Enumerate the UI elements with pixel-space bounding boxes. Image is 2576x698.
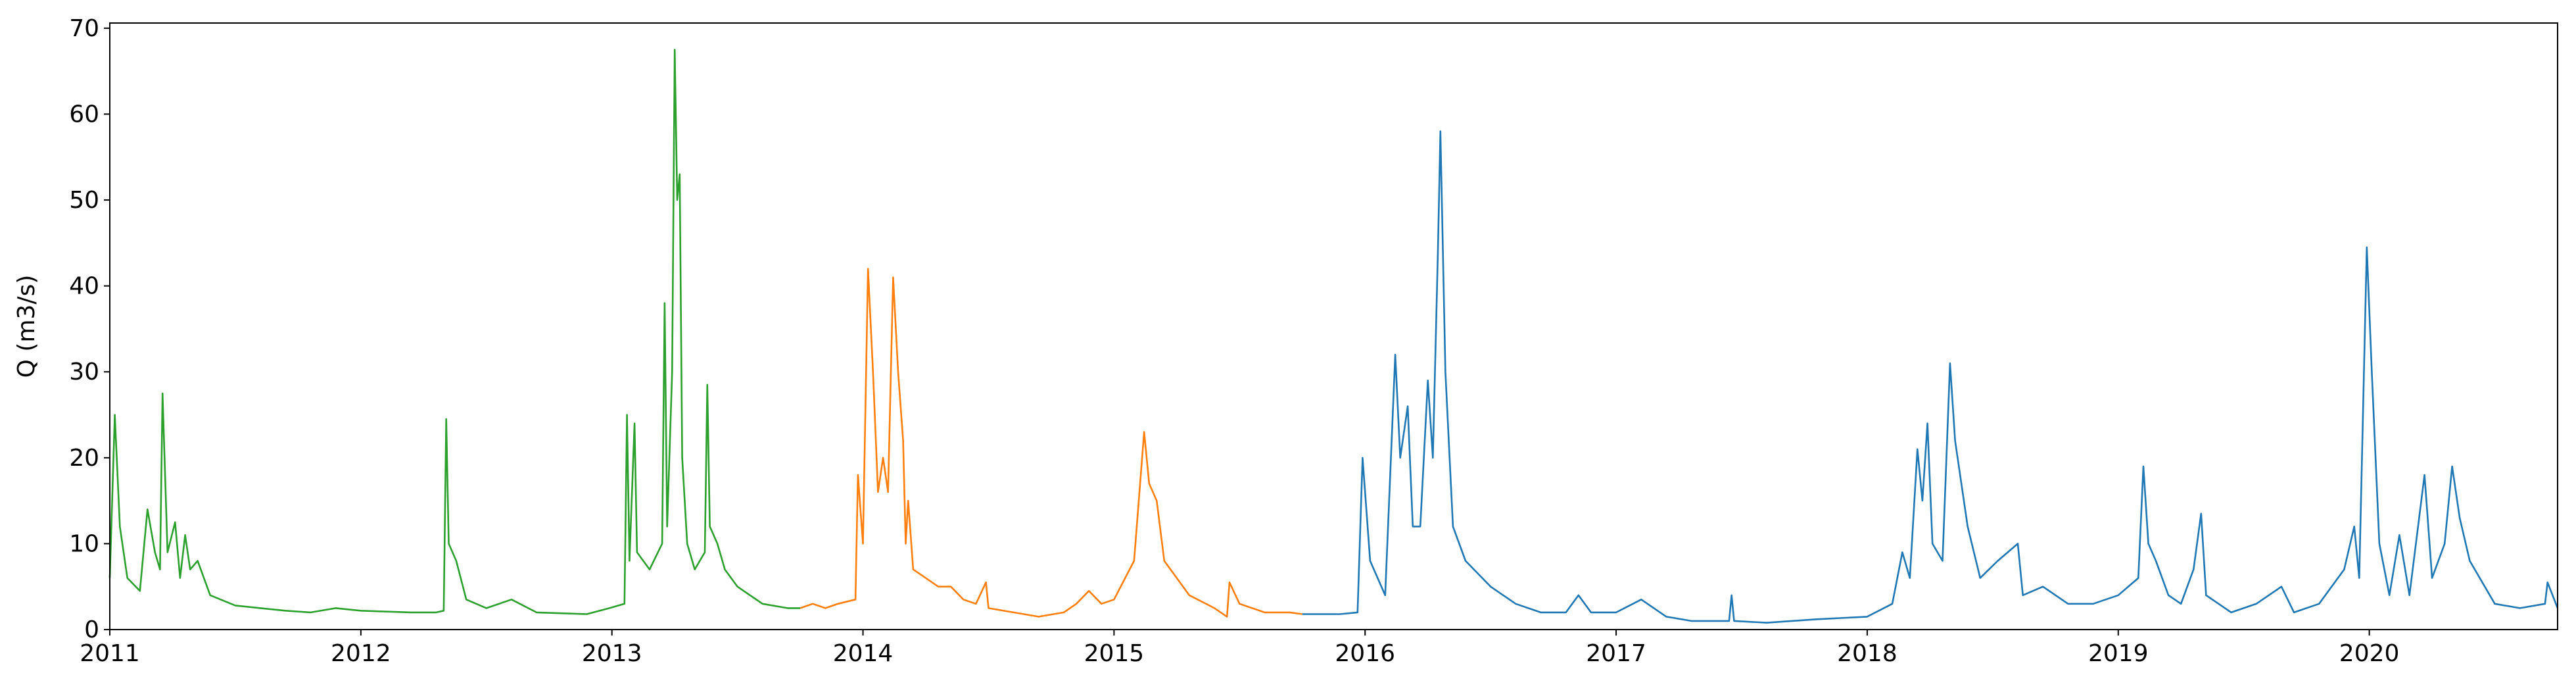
y-tick-label: 0 bbox=[84, 616, 99, 643]
y-tick-label: 60 bbox=[69, 101, 99, 128]
x-tick-label: 2014 bbox=[833, 640, 894, 667]
x-tick-label: 2013 bbox=[582, 640, 642, 667]
x-tick-label: 2016 bbox=[1335, 640, 1395, 667]
plot-frame bbox=[109, 22, 2558, 630]
y-tick-label: 30 bbox=[69, 359, 99, 386]
y-tick-label: 70 bbox=[69, 15, 99, 42]
x-tick-label: 2019 bbox=[2088, 640, 2149, 667]
data-line bbox=[108, 49, 801, 615]
y-tick-label: 20 bbox=[69, 445, 99, 472]
data-line bbox=[799, 268, 1302, 618]
x-tick-label: 2011 bbox=[80, 640, 140, 667]
x-tick-label: 2012 bbox=[331, 640, 391, 667]
x-tick-label: 2015 bbox=[1084, 640, 1145, 667]
y-tick-label: 10 bbox=[69, 530, 99, 557]
x-tick-label: 2017 bbox=[1586, 640, 1646, 667]
x-tick-label: 2020 bbox=[2339, 640, 2400, 667]
y-tick-label: 50 bbox=[69, 187, 99, 214]
y-axis-label: Q (m3/s) bbox=[13, 275, 40, 378]
x-tick-label: 2018 bbox=[1837, 640, 1897, 667]
y-tick-label: 40 bbox=[69, 273, 99, 300]
data-line bbox=[1302, 130, 2559, 624]
